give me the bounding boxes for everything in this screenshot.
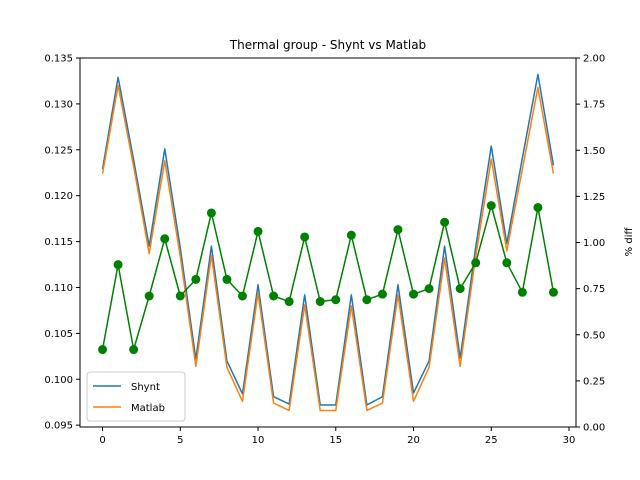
chart-title: Thermal group - Shynt vs Matlab — [229, 38, 426, 52]
series-layer — [98, 73, 558, 412]
x-tick-label: 0 — [99, 435, 105, 446]
y2-tick-label: 0.50 — [583, 330, 605, 341]
series-point-pct-diff — [362, 295, 372, 305]
series-line-matlab — [101, 84, 555, 412]
y-tick-label: 0.095 — [44, 421, 73, 432]
series-point-pct-diff — [471, 258, 481, 268]
x-tick-label: 25 — [485, 435, 498, 446]
legend: Shynt Matlab — [86, 371, 186, 422]
y2-tick-label: 1.50 — [583, 146, 605, 157]
series-point-pct-diff — [455, 284, 465, 294]
series-point-pct-diff — [393, 225, 403, 235]
series-point-pct-diff — [160, 234, 170, 244]
y2-tick-label: 0.25 — [583, 376, 605, 387]
y-tick-label: 0.100 — [44, 375, 73, 386]
x-tick-label: 10 — [252, 435, 265, 446]
series-point-pct-diff — [175, 291, 185, 301]
y2-tick-label: 0.75 — [583, 284, 605, 295]
y2-tick-label: 1.00 — [583, 238, 605, 249]
series-point-pct-diff — [346, 230, 356, 240]
y-tick-label: 0.125 — [44, 145, 73, 156]
series-point-pct-diff — [113, 260, 123, 270]
series-point-pct-diff — [269, 291, 279, 301]
series-point-pct-diff — [284, 297, 294, 307]
series-point-pct-diff — [206, 208, 216, 218]
x-tick-label: 20 — [407, 435, 420, 446]
x-tick-label: 15 — [329, 435, 342, 446]
y2-tick-label: 1.25 — [583, 192, 605, 203]
series-point-pct-diff — [440, 217, 450, 227]
series-point-pct-diff — [517, 287, 527, 297]
y-tick-label: 0.135 — [44, 54, 73, 65]
series-point-pct-diff — [486, 201, 496, 211]
series-point-pct-diff — [331, 295, 341, 305]
series-point-pct-diff — [409, 289, 419, 299]
legend-box — [86, 371, 186, 422]
series-point-pct-diff — [191, 274, 201, 284]
right-axis-label: % diff — [624, 227, 635, 257]
series-point-pct-diff — [129, 345, 139, 355]
series-point-pct-diff — [98, 345, 108, 355]
series-point-pct-diff — [315, 297, 325, 307]
legend-label-matlab: Matlab — [131, 403, 165, 414]
series-line-shynt — [101, 73, 555, 406]
y-tick-label: 0.115 — [44, 237, 73, 248]
series-point-pct-diff — [377, 289, 387, 299]
y-tick-label: 0.130 — [44, 99, 73, 110]
series-point-pct-diff — [300, 232, 310, 242]
legend-label-shynt: Shynt — [131, 382, 160, 393]
y-tick-label: 0.120 — [44, 191, 73, 202]
series-point-pct-diff — [502, 258, 512, 268]
series-point-pct-diff — [533, 202, 543, 212]
y-tick-label: 0.105 — [44, 329, 73, 340]
x-tick-label: 30 — [563, 435, 576, 446]
y2-tick-label: 0.00 — [583, 423, 605, 434]
series-point-pct-diff — [424, 284, 434, 294]
series-point-pct-diff — [222, 274, 232, 284]
y2-tick-label: 2.00 — [583, 54, 605, 65]
series-line-pct-diff — [101, 204, 555, 351]
axes-layer: 0 5 10 15 20 25 30 0.095 0.100 0.105 0.110 0.115 0.1… — [44, 54, 605, 447]
y2-tick-label: 1.75 — [583, 100, 605, 111]
series-point-pct-diff — [237, 291, 247, 301]
series-point-pct-diff — [253, 226, 263, 236]
y-tick-label: 0.110 — [44, 283, 73, 294]
series-point-pct-diff — [548, 287, 558, 297]
series-point-pct-diff — [144, 291, 154, 301]
x-tick-label: 5 — [177, 435, 183, 446]
